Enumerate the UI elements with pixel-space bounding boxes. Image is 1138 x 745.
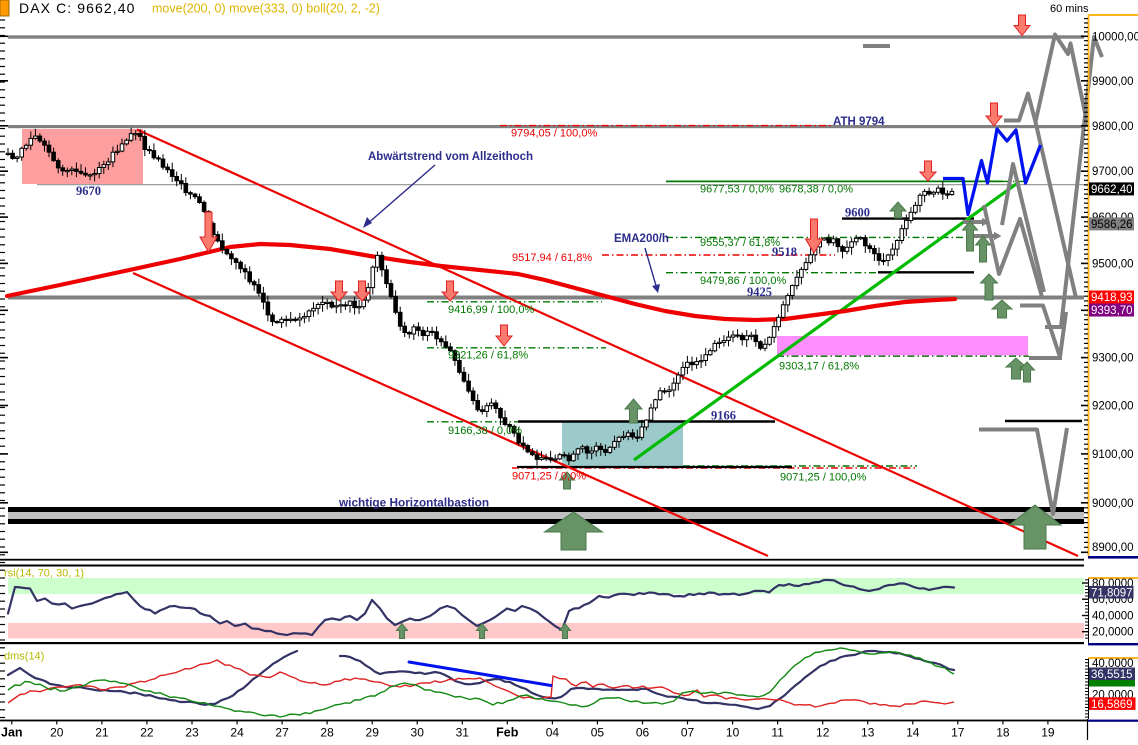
svg-text:Jan: Jan [1, 726, 23, 740]
svg-text:9200,00: 9200,00 [1092, 401, 1134, 413]
svg-text:rsi(14, 70, 30, 1): rsi(14, 70, 30, 1) [4, 568, 84, 580]
svg-text:9700,00: 9700,00 [1092, 166, 1134, 178]
svg-text:71,8097: 71,8097 [1091, 588, 1133, 600]
svg-text:31: 31 [456, 726, 470, 740]
svg-text:9300,00: 9300,00 [1092, 353, 1134, 365]
svg-text:DAX C: 9662,40: DAX C: 9662,40 [19, 0, 136, 16]
svg-text:9600: 9600 [845, 206, 870, 220]
svg-text:24: 24 [230, 726, 244, 740]
svg-text:8900,00: 8900,00 [1092, 542, 1134, 554]
svg-text:9555,37 / 61,8%: 9555,37 / 61,8% [700, 237, 780, 249]
svg-text:9166,38 / 0,0%: 9166,38 / 0,0% [448, 425, 522, 437]
svg-text:9303,17 / 61,8%: 9303,17 / 61,8% [779, 361, 859, 373]
svg-text:17: 17 [951, 726, 965, 740]
svg-text:9100,00: 9100,00 [1092, 449, 1134, 461]
svg-text:21: 21 [95, 726, 109, 740]
svg-text:9000,00: 9000,00 [1092, 498, 1134, 510]
svg-text:9393,70: 9393,70 [1091, 305, 1133, 317]
svg-text:9670: 9670 [76, 184, 101, 198]
svg-text:ATH 9794: ATH 9794 [833, 116, 885, 128]
svg-text:Feb: Feb [496, 726, 519, 740]
svg-text:18: 18 [996, 726, 1010, 740]
svg-text:wichtige Horizontalbastion: wichtige Horizontalbastion [338, 496, 489, 510]
svg-text:10: 10 [726, 726, 740, 740]
svg-text:9416,99 / 100,0%: 9416,99 / 100,0% [448, 304, 534, 316]
svg-text:9662,40: 9662,40 [1091, 184, 1133, 196]
svg-text:22: 22 [140, 726, 154, 740]
svg-text:04: 04 [546, 726, 560, 740]
svg-text:20,0000: 20,0000 [1092, 627, 1134, 639]
svg-text:9071,25 / 100,0%: 9071,25 / 100,0% [780, 472, 866, 484]
svg-text:9071,25 / 0,0%: 9071,25 / 0,0% [512, 471, 586, 483]
svg-text:9517,94 / 61,8%: 9517,94 / 61,8% [512, 252, 592, 264]
svg-text:9586,26: 9586,26 [1091, 219, 1133, 231]
svg-text:30: 30 [411, 726, 425, 740]
svg-text:9418,93: 9418,93 [1091, 292, 1133, 304]
svg-text:40,0000: 40,0000 [1092, 658, 1134, 670]
svg-text:9321,26 / 61,8%: 9321,26 / 61,8% [448, 350, 528, 362]
svg-text:9166: 9166 [711, 409, 736, 423]
svg-text:07: 07 [681, 726, 695, 740]
svg-text:9677,53 / 0,0%: 9677,53 / 0,0% [700, 184, 774, 196]
svg-text:move(200, 0) move(333, 0) boll: move(200, 0) move(333, 0) boll(20, 2, -2… [152, 2, 380, 16]
svg-text:16,5869: 16,5869 [1091, 699, 1133, 711]
svg-text:9900,00: 9900,00 [1092, 76, 1134, 88]
svg-text:9678,38 / 0,0%: 9678,38 / 0,0% [779, 184, 853, 196]
svg-text:9518: 9518 [772, 245, 797, 259]
svg-text:EMA200/h: EMA200/h [614, 233, 669, 245]
svg-text:Abwärtstrend vom Allzeithoch: Abwärtstrend vom Allzeithoch [368, 151, 533, 163]
svg-text:05: 05 [591, 726, 605, 740]
svg-text:36,5515: 36,5515 [1091, 669, 1133, 681]
svg-text:9479,86 / 100,0%: 9479,86 / 100,0% [700, 275, 786, 287]
svg-text:27: 27 [275, 726, 289, 740]
svg-text:14: 14 [906, 726, 920, 740]
svg-text:9800,00: 9800,00 [1092, 121, 1134, 133]
svg-text:9425: 9425 [747, 285, 772, 299]
svg-text:9500,00: 9500,00 [1092, 258, 1134, 270]
svg-text:10000,00: 10000,00 [1092, 31, 1138, 43]
svg-text:11: 11 [771, 726, 784, 740]
svg-text:29: 29 [366, 726, 380, 740]
svg-text:13: 13 [861, 726, 875, 740]
svg-text:12: 12 [816, 726, 830, 740]
svg-text:60 mins: 60 mins [1050, 3, 1089, 15]
svg-text:40,0000: 40,0000 [1092, 611, 1134, 623]
svg-text:23: 23 [185, 726, 199, 740]
svg-text:dms(14): dms(14) [4, 651, 44, 663]
svg-text:20: 20 [50, 726, 64, 740]
svg-text:06: 06 [636, 726, 650, 740]
svg-text:9794,05 / 100,0%: 9794,05 / 100,0% [511, 128, 597, 140]
svg-text:19: 19 [1041, 726, 1055, 740]
svg-text:28: 28 [320, 726, 334, 740]
